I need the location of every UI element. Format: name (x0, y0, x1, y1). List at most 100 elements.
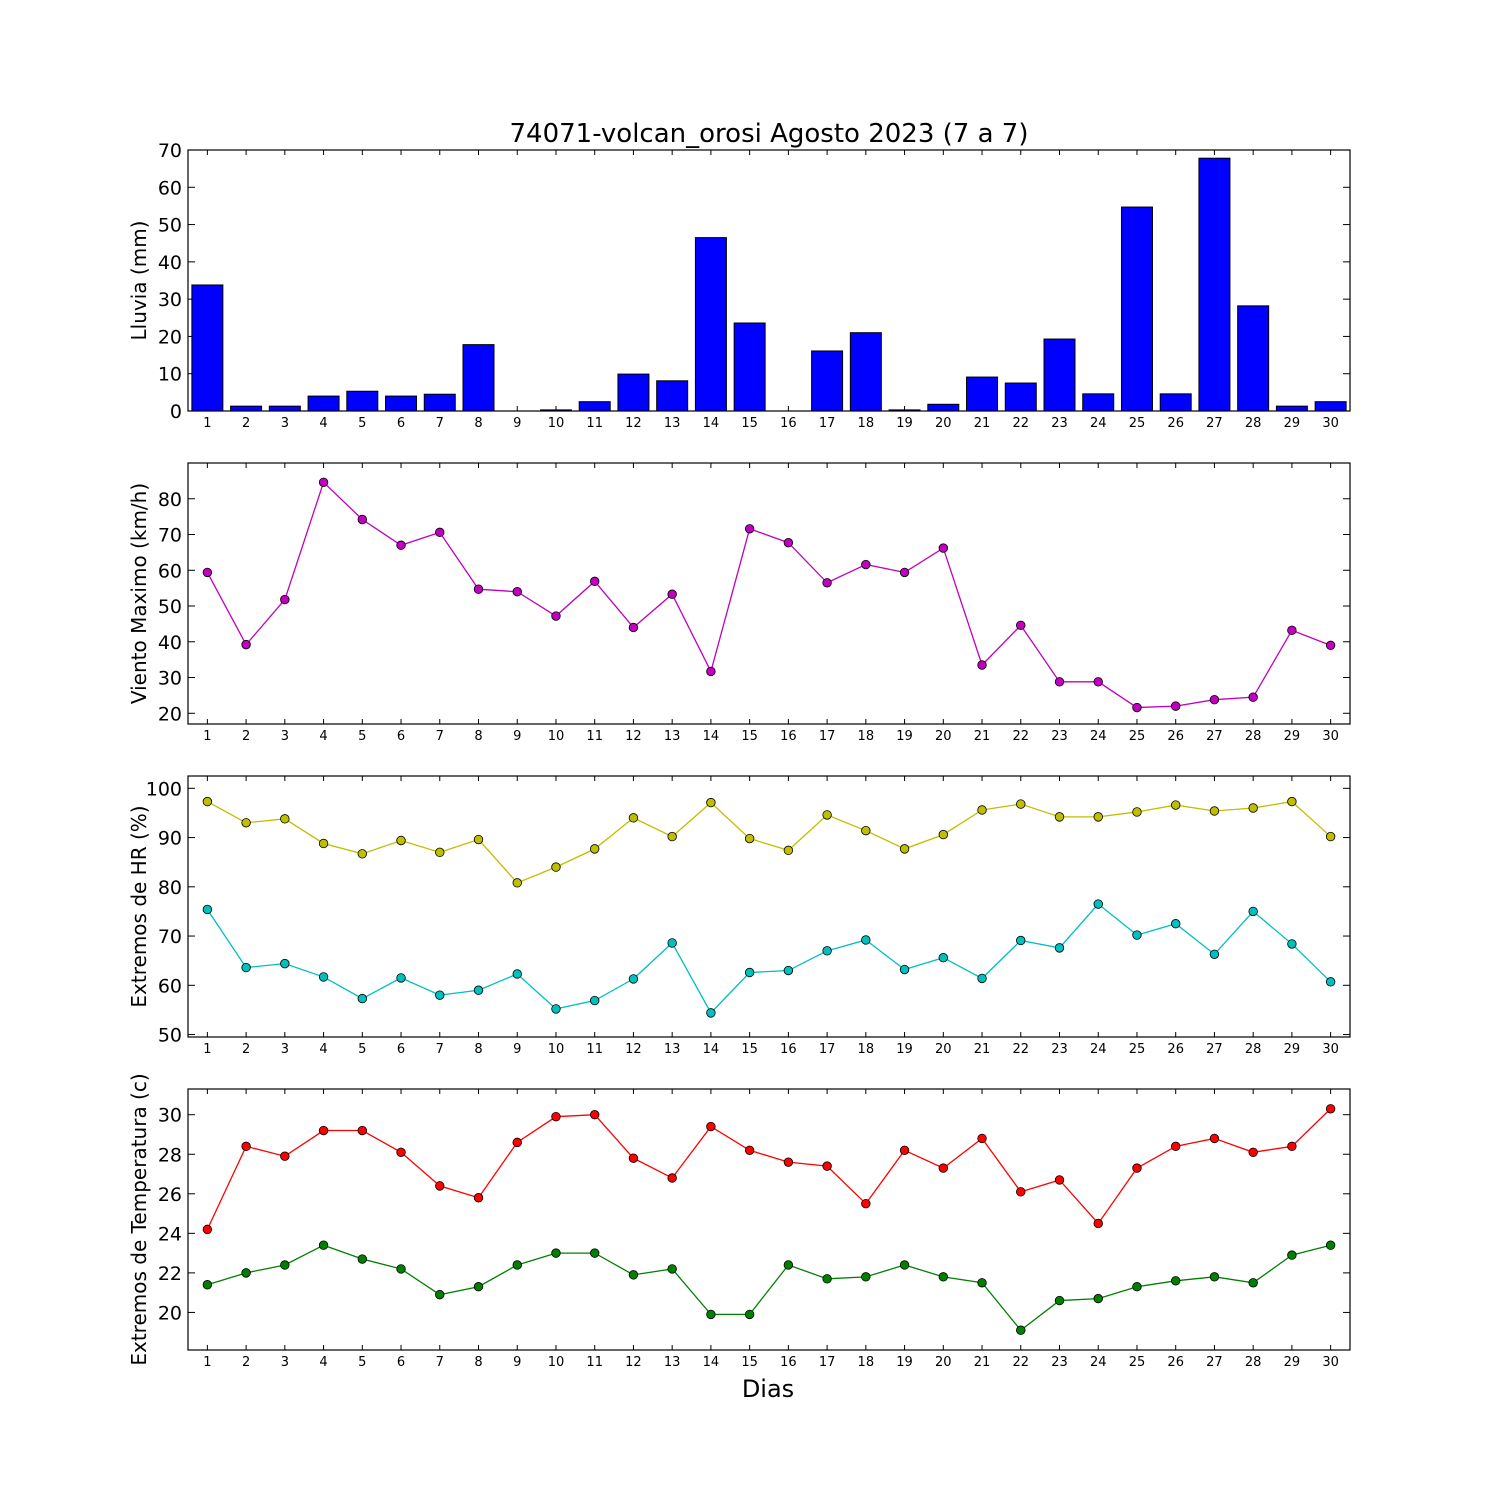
x-tick-label: 20 (935, 416, 952, 431)
data-point (280, 1151, 290, 1161)
data-point (1248, 1147, 1258, 1157)
bar (423, 393, 456, 412)
data-point (822, 578, 832, 588)
x-tick-label: 23 (1051, 729, 1068, 744)
series-line-1 (207, 800, 1332, 884)
x-tick-label: 23 (1051, 1355, 1068, 1370)
data-point (512, 878, 522, 888)
data-point (628, 1153, 639, 1163)
y-tick-label: 22 (158, 1263, 182, 1285)
x-tick-label: 28 (1245, 416, 1262, 431)
y-tick-label: 100 (146, 778, 182, 800)
data-point (899, 964, 910, 975)
x-tick-label: 28 (1245, 1355, 1262, 1370)
figure-title: 74071-volcan_orosi Agosto 2023 (7 a 7) (510, 119, 1029, 149)
data-point (1209, 1272, 1220, 1282)
data-point (1016, 1325, 1026, 1335)
data-point (977, 805, 987, 815)
data-point (1170, 800, 1181, 810)
data-point (899, 567, 910, 578)
x-tick-label: 30 (1322, 1042, 1339, 1057)
x-tick-label: 24 (1090, 1355, 1107, 1370)
data-point (357, 1125, 368, 1136)
data-point (1325, 1104, 1336, 1114)
x-tick-label: 3 (281, 1042, 289, 1057)
x-tick-label: 13 (664, 1042, 681, 1057)
x-tick-label: 22 (1012, 1042, 1029, 1057)
data-point (822, 810, 832, 820)
data-point (241, 639, 251, 650)
x-tick-label: 6 (397, 729, 405, 744)
data-point (1287, 796, 1297, 807)
data-point (1325, 1240, 1336, 1250)
y-axis-label: Viento Maximo (km/h) (127, 483, 151, 704)
bar (849, 332, 882, 412)
x-tick-label: 30 (1322, 729, 1339, 744)
bar (385, 395, 418, 412)
data-point (590, 1248, 600, 1258)
x-tick-label: 2 (242, 729, 250, 744)
x-tick-label: 20 (935, 729, 952, 744)
x-tick-label: 8 (474, 729, 482, 744)
data-point (1054, 943, 1065, 953)
data-point (1132, 1282, 1142, 1292)
data-point (435, 847, 445, 858)
data-point (938, 1272, 949, 1282)
data-point (977, 1133, 987, 1144)
x-tick-label: 13 (664, 729, 681, 744)
x-tick-label: 5 (358, 729, 366, 744)
data-point (628, 974, 639, 984)
x-tick-label: 1 (203, 416, 211, 431)
data-point (280, 958, 290, 969)
bar (966, 376, 999, 412)
x-tick-label: 26 (1167, 1042, 1184, 1057)
x-tick-label: 15 (741, 1042, 758, 1057)
y-tick-label: 0 (170, 401, 182, 423)
bar (539, 409, 572, 412)
x-tick-label: 29 (1284, 416, 1301, 431)
x-tick-label: 25 (1129, 729, 1146, 744)
x-tick-label: 30 (1322, 416, 1339, 431)
data-point (396, 1147, 406, 1157)
data-point (861, 935, 871, 945)
x-tick-label: 6 (397, 1355, 405, 1370)
data-point (1248, 1278, 1258, 1288)
data-point (396, 540, 406, 550)
plot-frame (187, 149, 1351, 412)
data-point (318, 972, 329, 982)
bar (191, 284, 224, 412)
x-tick-label: 21 (974, 1355, 991, 1370)
data-point (396, 835, 406, 846)
data-point (977, 660, 987, 670)
data-point (822, 1161, 832, 1171)
data-point (1248, 692, 1258, 702)
x-tick-label: 18 (858, 1355, 875, 1370)
y-tick-label: 10 (158, 364, 182, 386)
data-point (318, 477, 329, 488)
data-point (861, 1198, 871, 1209)
data-point (744, 833, 755, 844)
bar (307, 395, 340, 412)
data-point (899, 1260, 910, 1270)
data-point (590, 576, 600, 587)
x-tick-label: 12 (625, 416, 642, 431)
bar (1237, 305, 1270, 412)
data-point (357, 993, 368, 1004)
y-axis-label: Extremos de Temperatura (c) (127, 1073, 151, 1365)
data-point (590, 1110, 600, 1120)
x-tick-label: 11 (586, 416, 603, 431)
data-point (318, 838, 329, 849)
data-point (241, 1268, 251, 1278)
x-tick-label: 8 (474, 416, 482, 431)
x-tick-label: 8 (474, 1042, 482, 1057)
data-point (744, 1309, 755, 1320)
data-point (435, 527, 445, 538)
data-point (899, 1145, 910, 1155)
data-point (1093, 1218, 1103, 1229)
data-point (706, 666, 716, 677)
data-point (783, 845, 794, 856)
data-point (1170, 1276, 1181, 1286)
data-point (1132, 807, 1142, 817)
y-axis-label: Lluvia (mm) (127, 221, 151, 341)
